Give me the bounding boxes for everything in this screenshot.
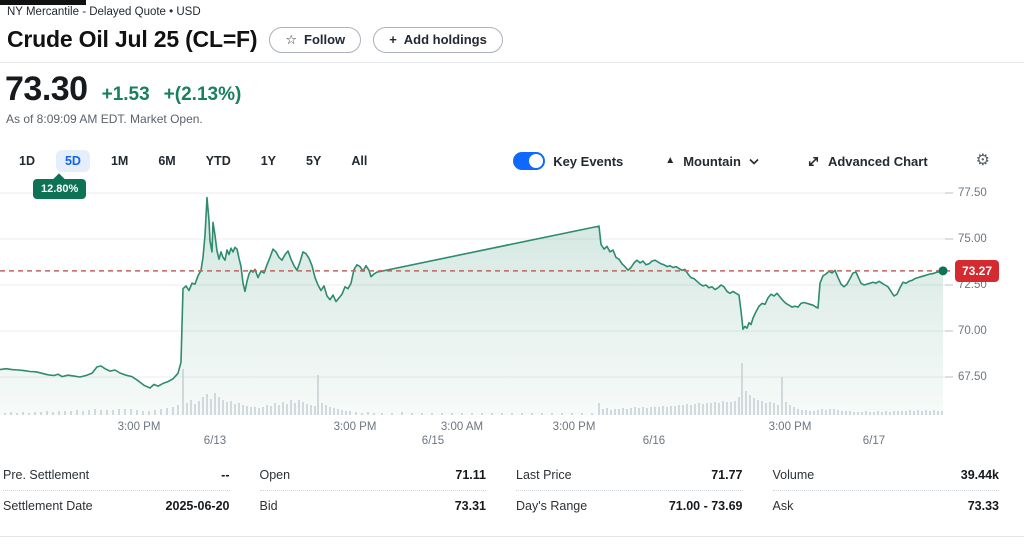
star-icon: ☆ xyxy=(285,32,298,47)
range-tab-5d[interactable]: 5D xyxy=(55,150,90,172)
x-axis-time-label: 3:00 PM xyxy=(552,421,596,433)
y-axis-tick-label: 77.50 xyxy=(958,187,987,199)
stat-last-price: Last Price 71.77 xyxy=(516,460,743,491)
exchange-line: NY Mercantile - Delayed Quote • USD xyxy=(7,6,201,18)
x-axis-date-label: 6/17 xyxy=(862,435,886,447)
quote-row: 73.30 +1.53 +(2.13%) xyxy=(5,70,241,109)
y-axis-tick-label: 72.50 xyxy=(958,279,987,291)
range-tab-5y[interactable]: 5Y xyxy=(297,150,330,172)
follow-button[interactable]: ☆ Follow xyxy=(269,26,362,53)
as-of-line: As of 8:09:09 AM EDT. Market Open. xyxy=(6,112,203,126)
title-row: Crude Oil Jul 25 (CL=F) ☆ Follow + Add h… xyxy=(7,26,503,53)
add-holdings-button[interactable]: + Add holdings xyxy=(373,26,503,53)
add-holdings-label: Add holdings xyxy=(403,32,487,47)
y-axis-tick-label: 70.00 xyxy=(958,325,987,337)
stat-ask: Ask 73.33 xyxy=(772,499,1000,513)
chart-type-dropdown[interactable]: ▲ Mountain xyxy=(659,153,765,170)
chevron-down-icon xyxy=(749,158,759,165)
range-tab-1y[interactable]: 1Y xyxy=(252,150,285,172)
price-change: +1.53 xyxy=(101,84,150,105)
stat-day-s-range: Day's Range 71.00 - 73.69 xyxy=(516,499,743,513)
current-price: 73.30 xyxy=(5,70,88,108)
x-axis-time-label: 3:00 PM xyxy=(333,421,377,433)
range-change-badge-label: 12.80% xyxy=(41,183,79,195)
key-events-control: Key Events xyxy=(513,152,623,170)
plus-icon: + xyxy=(389,32,397,47)
range-tab-all[interactable]: All xyxy=(342,150,376,172)
bottom-divider xyxy=(0,536,1024,537)
advanced-chart-label: Advanced Chart xyxy=(827,153,928,169)
price-change-percent: +(2.13%) xyxy=(163,84,242,105)
stat-open: Open 71.11 xyxy=(259,460,486,491)
chart-type-label: Mountain xyxy=(683,153,741,169)
x-axis-time-label: 3:00 PM xyxy=(117,421,161,433)
key-events-label: Key Events xyxy=(553,153,624,169)
range-tabs: 1D 5D 1M 6M YTD 1Y 5Y All xyxy=(0,150,376,172)
x-axis-time-label: 3:00 AM xyxy=(440,421,484,433)
gear-icon[interactable]: ⚙ xyxy=(970,152,996,170)
stat-settlement-date: Settlement Date 2025-06-20 xyxy=(3,499,230,513)
x-axis-time-label: 3:00 PM xyxy=(768,421,812,433)
price-chart-svg xyxy=(0,192,953,415)
range-tab-6m[interactable]: 6M xyxy=(149,150,184,172)
x-axis-date-label: 6/16 xyxy=(642,435,666,447)
y-axis-tick-label: 75.00 xyxy=(958,233,987,245)
follow-button-label: Follow xyxy=(304,32,346,47)
expand-diagonal-icon xyxy=(808,156,819,166)
chart-controls: Key Events ▲ Mountain Advanced Chart ⚙ xyxy=(513,147,996,175)
page-title: Crude Oil Jul 25 (CL=F) xyxy=(7,26,258,52)
advanced-chart-button[interactable]: Advanced Chart xyxy=(801,153,934,170)
stat-pre-settlement: Pre. Settlement -- xyxy=(3,460,230,491)
stats-grid: Pre. Settlement -- Open 71.11 Last Price 71.7… xyxy=(3,460,999,521)
chart-toolbar: 1D 5D 1M 6M YTD 1Y 5Y All Key Events ▲ Mountain… xyxy=(0,147,1024,175)
range-change-badge: 12.80% xyxy=(33,173,87,199)
y-axis-tick-label: 67.50 xyxy=(958,371,987,383)
stat-bid: Bid 73.31 xyxy=(259,499,487,513)
range-tab-1m[interactable]: 1M xyxy=(102,150,137,172)
x-axis-date-label: 6/15 xyxy=(421,435,445,447)
range-tab-1d[interactable]: 1D xyxy=(10,150,44,172)
price-chart[interactable] xyxy=(0,185,953,415)
stat-volume: Volume 39.44k xyxy=(772,460,999,491)
header-divider xyxy=(0,62,1024,63)
mountain-icon: ▲ xyxy=(665,155,676,166)
key-events-toggle[interactable] xyxy=(513,152,546,170)
top-edge-artifact xyxy=(0,0,86,5)
current-price-flag: 73.27 xyxy=(955,259,1000,282)
range-tab-ytd[interactable]: YTD xyxy=(197,150,240,172)
x-axis-date-label: 6/13 xyxy=(203,435,227,447)
toggle-knob xyxy=(529,154,544,168)
